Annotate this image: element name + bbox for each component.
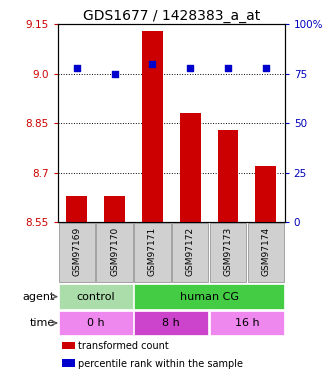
Text: 8 h: 8 h bbox=[163, 318, 180, 328]
Text: GSM97173: GSM97173 bbox=[223, 227, 232, 276]
Point bbox=[150, 61, 155, 67]
Point bbox=[112, 71, 117, 77]
Point bbox=[263, 65, 268, 71]
Point bbox=[74, 65, 79, 71]
Bar bbox=[59, 285, 133, 309]
Bar bbox=[172, 223, 208, 282]
Text: control: control bbox=[76, 292, 115, 302]
Bar bbox=[63, 342, 75, 350]
Bar bbox=[210, 311, 284, 335]
Bar bbox=[180, 113, 201, 222]
Text: time: time bbox=[30, 318, 55, 328]
Bar bbox=[134, 223, 170, 282]
Bar bbox=[104, 196, 125, 222]
Bar bbox=[134, 311, 208, 335]
Bar bbox=[96, 223, 133, 282]
Bar bbox=[142, 31, 163, 222]
Text: GSM97171: GSM97171 bbox=[148, 227, 157, 276]
Text: agent: agent bbox=[23, 292, 55, 302]
Title: GDS1677 / 1428383_a_at: GDS1677 / 1428383_a_at bbox=[83, 9, 260, 23]
Bar bbox=[63, 359, 75, 367]
Text: transformed count: transformed count bbox=[78, 341, 169, 351]
Text: GSM97172: GSM97172 bbox=[186, 227, 195, 276]
Point bbox=[188, 65, 193, 71]
Text: 0 h: 0 h bbox=[87, 318, 105, 328]
Text: 16 h: 16 h bbox=[235, 318, 259, 328]
Text: GSM97174: GSM97174 bbox=[261, 227, 270, 276]
Text: GSM97169: GSM97169 bbox=[72, 227, 81, 276]
Bar bbox=[210, 223, 246, 282]
Text: human CG: human CG bbox=[180, 292, 239, 302]
Text: GSM97170: GSM97170 bbox=[110, 227, 119, 276]
Bar bbox=[134, 285, 284, 309]
Bar bbox=[59, 223, 95, 282]
Bar bbox=[248, 223, 284, 282]
Bar bbox=[217, 130, 238, 222]
Text: percentile rank within the sample: percentile rank within the sample bbox=[78, 358, 243, 369]
Point bbox=[225, 65, 231, 71]
Bar bbox=[67, 196, 87, 222]
Bar bbox=[256, 166, 276, 222]
Bar bbox=[59, 311, 133, 335]
